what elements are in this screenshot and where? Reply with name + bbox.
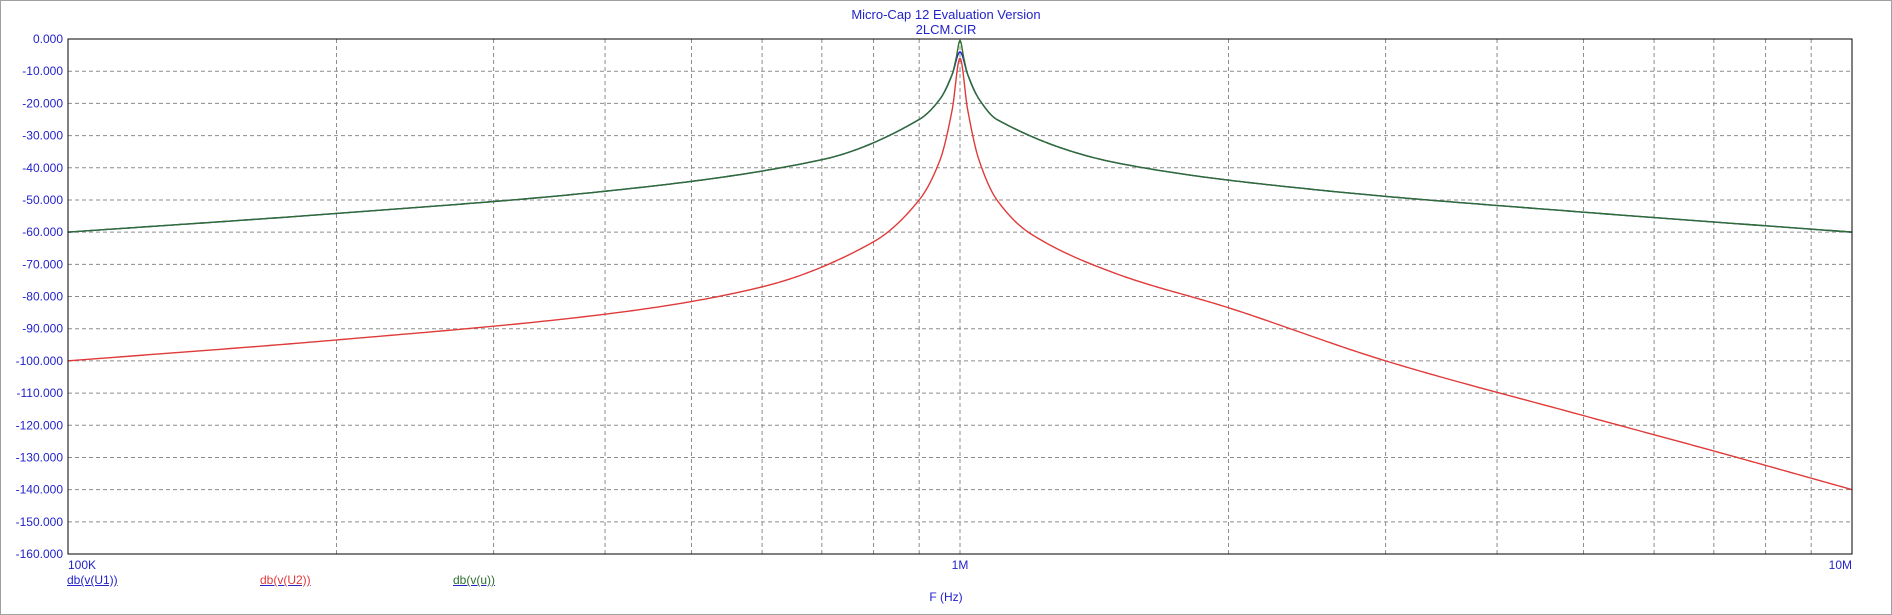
plot-border (67, 38, 1853, 555)
window-title: Micro-Cap 12 Evaluation Version (851, 7, 1041, 22)
circuit-file-name: 2LCM.CIR (915, 22, 977, 37)
x-tick-label-0: 100K (68, 558, 96, 572)
y-tick-label-2: -20.000 (22, 96, 63, 110)
grid-lines (67, 38, 1853, 555)
y-tick-label-15: -150.000 (16, 515, 64, 529)
legend-series-u2[interactable]: db(v(U2)) (260, 573, 311, 587)
x-tick-label-1: 1M (952, 558, 969, 572)
y-tick-label-7: -70.000 (22, 257, 63, 271)
series-line-1[interactable] (67, 57, 1853, 491)
x-axis-title: F (Hz) (929, 590, 963, 604)
y-tick-label-9: -90.000 (22, 322, 63, 336)
y-tick-label-3: -30.000 (22, 129, 63, 143)
series-line-2[interactable] (67, 39, 1853, 233)
y-tick-label-4: -40.000 (22, 161, 63, 175)
y-tick-label-10: -100.000 (16, 354, 64, 368)
series-line-0[interactable] (67, 51, 1853, 233)
y-tick-label-14: -140.000 (16, 483, 64, 497)
y-tick-label-5: -50.000 (22, 193, 63, 207)
y-tick-label-11: -110.000 (17, 386, 64, 400)
series-group (67, 39, 1853, 491)
y-tick-label-8: -80.000 (22, 290, 63, 304)
y-tick-labels: 0.000 -10.000 -20.000 -30.000 -40.000 -50.000… (16, 32, 64, 561)
y-tick-label-0: 0.000 (33, 32, 63, 46)
y-tick-label-1: -10.000 (22, 64, 63, 78)
legend-series-u1[interactable]: db(v(U1)) (67, 573, 118, 587)
x-tick-label-2: 10M (1829, 558, 1852, 572)
x-tick-labels: 100K 1M 10M (68, 558, 1852, 572)
y-tick-label-16: -160.000 (16, 547, 64, 561)
y-tick-label-12: -120.000 (16, 418, 64, 432)
y-tick-label-13: -130.000 (16, 450, 64, 464)
y-tick-label-6: -60.000 (22, 225, 63, 239)
legend-series-u[interactable]: db(v(u)) (453, 573, 496, 587)
